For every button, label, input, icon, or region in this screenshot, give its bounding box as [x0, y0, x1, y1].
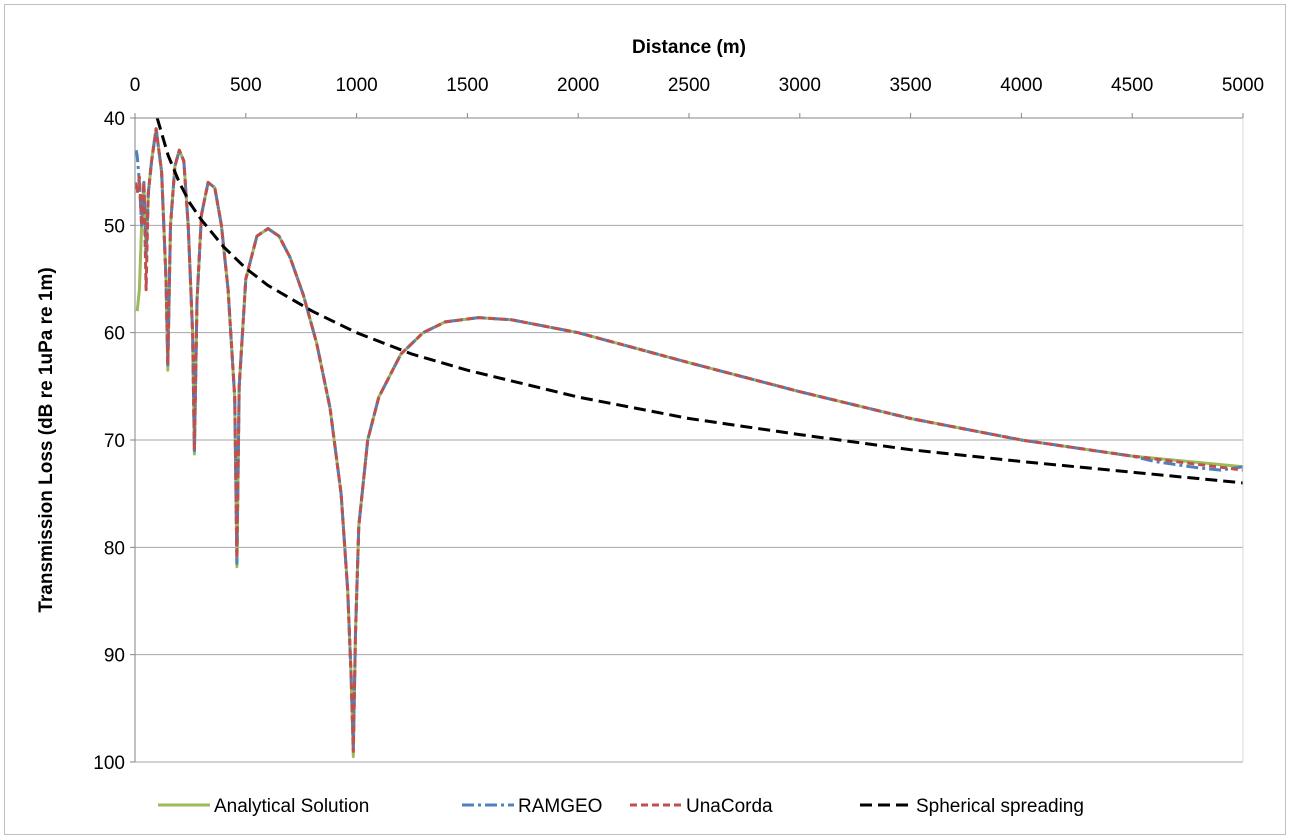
series-line-ramgeo [134, 127, 1244, 748]
x-tick-label: 3500 [889, 75, 931, 96]
legend-label: Analytical Solution [214, 796, 369, 817]
x-tick-label: 4500 [1111, 75, 1153, 96]
legend-label: RAMGEO [518, 796, 602, 817]
chart-frame [4, 4, 1286, 835]
y-tick-label: 90 [104, 646, 125, 667]
y-tick-label: 100 [93, 753, 125, 774]
y-tick-label: 50 [104, 216, 125, 237]
series-layer [134, 117, 1244, 759]
x-tick-label: 4000 [1000, 75, 1042, 96]
y-axis-title: Transmission Loss (dB re 1uPa re 1m) [36, 267, 57, 612]
legend: Analytical Solution RAMGEO UnaCorda Spheric… [158, 796, 1084, 817]
x-tick-label: 5000 [1222, 75, 1264, 96]
series-line-analytical-solution [135, 127, 1244, 759]
y-tick-label: 80 [104, 538, 125, 559]
gridlines [135, 224, 1243, 763]
y-tick-label: 60 [104, 324, 125, 345]
legend-label: UnaCorda [686, 796, 773, 817]
x-tick-label: 2000 [557, 75, 599, 96]
x-tick-label: 1500 [446, 75, 488, 96]
x-axis-title: Distance (m) [632, 37, 746, 58]
x-tick-label: 0 [130, 75, 141, 96]
series-line-spherical-spreading [155, 117, 1244, 485]
series-line-unacorda [134, 127, 1244, 753]
x-tick-label: 500 [230, 75, 262, 96]
x-tick-label: 3000 [779, 75, 821, 96]
y-tick-label: 70 [104, 431, 125, 452]
legend-label: Spherical spreading [916, 796, 1084, 817]
x-tick-label: 1000 [335, 75, 377, 96]
y-tick-label: 40 [104, 109, 125, 130]
x-tick-label: 2500 [668, 75, 710, 96]
